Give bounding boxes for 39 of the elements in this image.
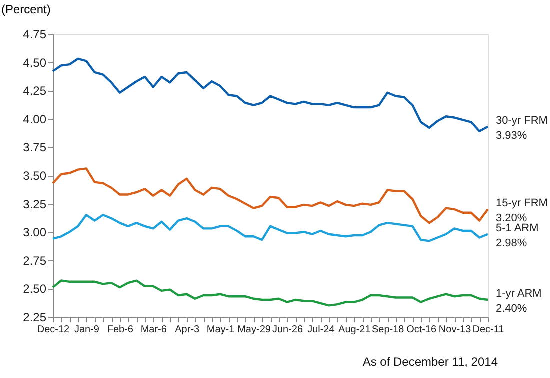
x-tick-label: Sep-18 [372,324,405,336]
y-tick-label: 3.25 [23,197,47,212]
x-tick-label: Nov-13 [438,324,472,336]
x-tick-label: Oct-16 [406,324,438,336]
line-series [52,168,490,224]
data-label: 2.98% [496,237,528,250]
y-tick-label: 2.50 [23,282,47,296]
data-label: 2.40% [496,303,528,316]
line-series [52,280,490,307]
y-tick-label: 4.50 [23,56,47,70]
y-tick-label: 4.25 [23,84,47,98]
x-tick-label: Jul-24 [308,324,336,336]
x-tick-label: Dec-12 [37,324,70,336]
y-axis-title: (Percent) [2,2,51,16]
data-label: 3.93% [496,130,528,142]
line-series [52,214,490,242]
y-tick-label: 4.75 [23,28,47,42]
x-tick-label: Jun-26 [272,324,304,336]
y-tick-label: 2.75 [23,254,47,268]
x-tick-label: May-29 [238,324,272,336]
x-tick-label: Jan-9 [74,324,100,336]
y-tick-label: 2.25 [23,310,47,324]
x-tick-label: Aug-21 [338,324,372,336]
line-series [52,58,490,132]
x-tick-label: Dec-11 [472,324,505,336]
series-label: 5-1 ARM [496,222,539,234]
y-tick-label: 3.75 [23,140,47,155]
data-label: 3.20% [496,212,528,224]
x-tick-label: Apr-3 [175,324,200,336]
y-tick-label: 3.50 [23,169,47,183]
text: As of December 11, 2014 [362,355,498,369]
y-tick-label: 3.00 [23,226,47,240]
x-tick-label: Feb-6 [107,324,134,336]
series-label: 1-yr ARM [496,288,542,300]
x-tick-label: Mar-6 [140,324,168,336]
x-tick-label: May-1 [206,324,236,336]
y-tick-label: 4.00 [23,112,47,126]
series-label: 30-yr FRM [496,114,548,127]
series-label: 15-yr FRM [496,197,548,210]
